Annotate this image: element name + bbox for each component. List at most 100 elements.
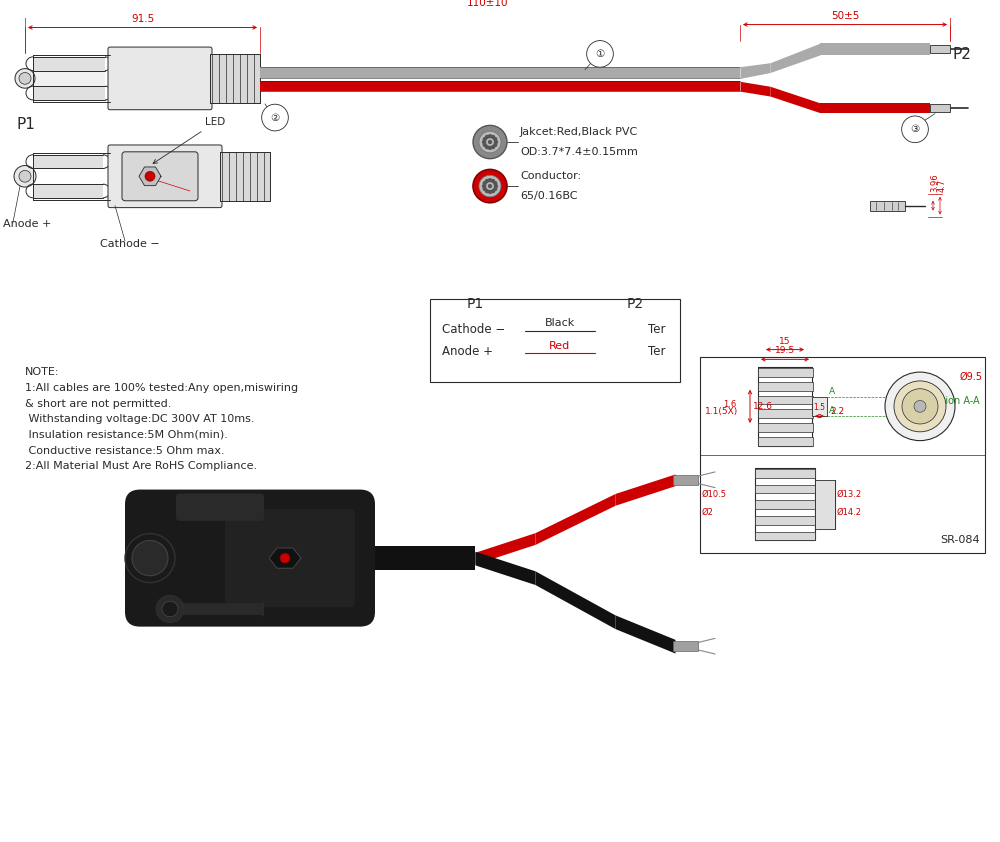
Circle shape <box>483 143 487 147</box>
Text: 1.1(5X): 1.1(5X) <box>705 407 738 416</box>
Circle shape <box>894 381 946 432</box>
Text: P1: P1 <box>466 297 484 312</box>
Circle shape <box>491 189 495 194</box>
Text: Conductive resistance:5 Ohm max.: Conductive resistance:5 Ohm max. <box>25 445 225 456</box>
Circle shape <box>483 187 487 191</box>
Text: LED: LED <box>153 117 225 163</box>
Circle shape <box>485 135 489 139</box>
Text: Anode +: Anode + <box>442 345 493 359</box>
Text: P2: P2 <box>952 47 971 61</box>
Text: P2: P2 <box>626 297 644 312</box>
Bar <box>758 368 813 377</box>
Polygon shape <box>269 548 301 568</box>
Text: Insulation resistance:5M Ohm(min).: Insulation resistance:5M Ohm(min). <box>25 430 228 440</box>
Bar <box>700 357 985 553</box>
Text: NOTE:: NOTE: <box>25 367 60 377</box>
Circle shape <box>483 181 487 185</box>
Circle shape <box>488 134 492 138</box>
Circle shape <box>485 179 489 184</box>
Text: 2:All Material Must Are RoHS Compliance.: 2:All Material Must Are RoHS Compliance. <box>25 461 257 472</box>
Circle shape <box>483 137 487 141</box>
Circle shape <box>156 595 184 623</box>
FancyBboxPatch shape <box>176 493 264 521</box>
Circle shape <box>132 541 168 576</box>
Text: Cathode −: Cathode − <box>442 323 505 336</box>
Circle shape <box>488 140 492 144</box>
Text: Ø13.2: Ø13.2 <box>837 490 862 499</box>
Text: 12.6: 12.6 <box>753 402 773 411</box>
FancyBboxPatch shape <box>176 600 264 619</box>
Text: A: A <box>829 406 835 415</box>
Circle shape <box>473 125 507 158</box>
Text: SR-084: SR-084 <box>940 536 980 546</box>
FancyBboxPatch shape <box>108 47 212 109</box>
Text: Ø9.5: Ø9.5 <box>960 372 983 382</box>
Text: ①: ① <box>595 49 605 59</box>
Circle shape <box>914 401 926 413</box>
Circle shape <box>19 72 31 84</box>
Circle shape <box>145 172 155 181</box>
Text: 50±5: 50±5 <box>831 11 859 21</box>
Circle shape <box>19 170 31 182</box>
Bar <box>758 423 813 432</box>
Circle shape <box>493 143 497 147</box>
Circle shape <box>125 534 175 583</box>
Text: Ter: Ter <box>648 323 665 336</box>
Text: section A-A: section A-A <box>925 397 980 407</box>
Text: A: A <box>829 386 835 396</box>
Bar <box>758 396 813 404</box>
FancyBboxPatch shape <box>122 152 198 200</box>
Circle shape <box>494 184 498 189</box>
Circle shape <box>479 131 501 152</box>
Polygon shape <box>139 167 161 185</box>
Text: Ter: Ter <box>648 345 665 359</box>
Circle shape <box>473 169 507 203</box>
Text: & short are not permitted.: & short are not permitted. <box>25 398 171 408</box>
Bar <box>430 299 680 382</box>
Bar <box>755 485 815 493</box>
Circle shape <box>485 189 489 194</box>
Circle shape <box>494 140 498 144</box>
Text: Withstanding voltage:DC 300V AT 10ms.: Withstanding voltage:DC 300V AT 10ms. <box>25 414 254 424</box>
Text: Cathode −: Cathode − <box>100 239 160 248</box>
Bar <box>755 516 815 525</box>
Text: Red: Red <box>549 341 571 350</box>
Circle shape <box>15 68 35 88</box>
Text: 15: 15 <box>779 337 791 346</box>
Text: ②: ② <box>270 113 280 123</box>
Bar <box>930 45 950 53</box>
Text: 65/0.16BC: 65/0.16BC <box>520 191 578 201</box>
Text: 3.96: 3.96 <box>930 173 940 192</box>
Text: Ø2: Ø2 <box>702 508 714 517</box>
Circle shape <box>902 389 938 424</box>
Text: Ø10.5: Ø10.5 <box>702 490 727 499</box>
Bar <box>755 531 815 541</box>
Text: OD:3.7*7.4±0.15mm: OD:3.7*7.4±0.15mm <box>520 147 638 157</box>
Text: 1:All cables are 100% tested:Any open,miswiring: 1:All cables are 100% tested:Any open,mi… <box>25 383 298 393</box>
Circle shape <box>491 145 495 149</box>
Circle shape <box>482 140 486 144</box>
Text: 4.7: 4.7 <box>938 179 946 192</box>
Circle shape <box>488 178 492 183</box>
Bar <box>755 469 815 477</box>
Circle shape <box>280 553 290 563</box>
Circle shape <box>491 179 495 184</box>
Bar <box>758 409 813 418</box>
Text: 1.5: 1.5 <box>814 403 826 413</box>
FancyBboxPatch shape <box>125 489 375 626</box>
Text: 19.5: 19.5 <box>775 346 795 355</box>
Circle shape <box>491 135 495 139</box>
Text: 2.2: 2.2 <box>830 407 844 416</box>
Circle shape <box>493 137 497 141</box>
Text: Black: Black <box>545 318 575 328</box>
Bar <box>758 437 813 445</box>
Bar <box>930 104 950 112</box>
Text: ③: ③ <box>910 125 920 135</box>
Circle shape <box>482 184 486 189</box>
Text: Ø14.2: Ø14.2 <box>837 508 862 517</box>
Circle shape <box>488 184 492 189</box>
Circle shape <box>488 189 492 195</box>
FancyBboxPatch shape <box>108 145 222 208</box>
Circle shape <box>885 372 955 440</box>
Circle shape <box>479 175 501 197</box>
